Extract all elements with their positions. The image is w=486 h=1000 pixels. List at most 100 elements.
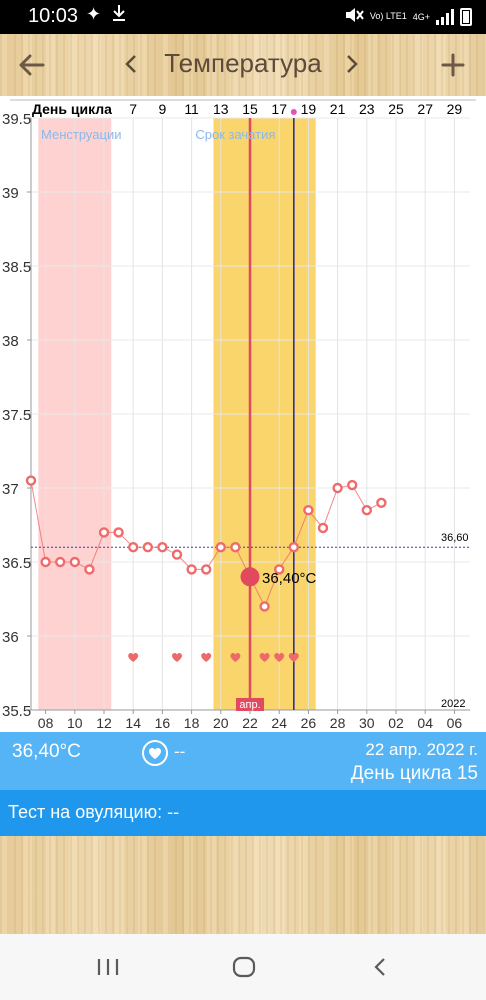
fertile-label: Срок зачатия bbox=[195, 127, 275, 142]
battery-icon bbox=[460, 7, 472, 26]
data-point[interactable] bbox=[317, 522, 329, 534]
y-tick-label: 37 bbox=[2, 481, 19, 498]
data-point[interactable] bbox=[230, 542, 241, 553]
cycle-day-label: 27 bbox=[417, 101, 433, 117]
data-point[interactable] bbox=[361, 505, 372, 516]
selected-temperature: 36,40°C bbox=[12, 741, 81, 762]
back-icon[interactable] bbox=[358, 950, 402, 984]
cycle-day-label: 21 bbox=[330, 101, 346, 117]
chevron-right-icon[interactable] bbox=[345, 48, 359, 81]
cycle-day-label: 25 bbox=[388, 101, 404, 117]
date-label: 20 bbox=[213, 715, 229, 731]
ovulation-marker bbox=[290, 109, 297, 115]
cycle-day-label: 9 bbox=[159, 101, 167, 117]
cycle-day-label: День цикла 15 bbox=[350, 763, 478, 784]
date-label: 28 bbox=[330, 715, 346, 731]
download-icon bbox=[112, 4, 126, 27]
coverline-label: 36,60 bbox=[441, 532, 469, 544]
date-label: 16 bbox=[155, 715, 171, 731]
y-tick-label: 36.5 bbox=[2, 555, 31, 572]
cycle-day-label: 11 bbox=[184, 101, 199, 117]
ovulation-test-label: Тест на овуляцию: -- bbox=[8, 802, 180, 822]
data-point[interactable] bbox=[347, 479, 358, 491]
y-tick-label: 37.5 bbox=[2, 407, 31, 424]
clock: 10:03 bbox=[28, 5, 79, 27]
date-label: 02 bbox=[388, 715, 404, 731]
heart-icon bbox=[274, 653, 285, 662]
system-nav-bar bbox=[0, 934, 486, 1000]
selected-data-point[interactable] bbox=[240, 567, 260, 587]
empty-area bbox=[0, 836, 486, 934]
data-point[interactable] bbox=[69, 556, 81, 568]
heart-icon[interactable] bbox=[142, 740, 168, 766]
top-bar: Температура bbox=[0, 34, 486, 96]
info-bar: 36,40°C -- 22 апр. 2022 г. День цикла 15 bbox=[0, 732, 486, 790]
date-label: 08 bbox=[38, 715, 54, 731]
chevron-left-icon[interactable] bbox=[124, 48, 138, 81]
home-icon[interactable] bbox=[222, 950, 266, 984]
data-point[interactable] bbox=[200, 564, 212, 575]
date-label: 22 bbox=[242, 715, 258, 731]
data-point[interactable] bbox=[25, 475, 37, 486]
heart-icon bbox=[201, 653, 212, 662]
sparkle-icon: ✦ bbox=[86, 4, 102, 24]
heart-icon bbox=[128, 653, 139, 662]
recent-apps-icon[interactable] bbox=[86, 950, 130, 984]
arrow-left-icon[interactable] bbox=[9, 42, 55, 88]
data-point[interactable] bbox=[40, 556, 51, 568]
data-point[interactable] bbox=[113, 527, 124, 538]
status-bar: 10:03 ✦ Vo) LTE1 4G+ bbox=[0, 0, 486, 34]
data-point[interactable] bbox=[215, 542, 227, 553]
cycle-day-label: 23 bbox=[359, 101, 375, 117]
date-label: 26 bbox=[301, 715, 317, 731]
date-label: 12 bbox=[96, 715, 112, 731]
y-tick-label: 39.5 bbox=[2, 111, 31, 128]
month-label: апр. bbox=[239, 699, 260, 711]
date-label: 24 bbox=[271, 715, 287, 731]
y-tick-label: 38.5 bbox=[2, 259, 31, 276]
network-label: Vo) LTE1 bbox=[369, 11, 407, 21]
selected-date: 22 апр. 2022 г. bbox=[365, 740, 478, 759]
y-tick-label: 36 bbox=[2, 629, 19, 646]
data-point[interactable] bbox=[142, 542, 154, 553]
data-point[interactable] bbox=[186, 564, 197, 575]
y-tick-label: 35.5 bbox=[2, 703, 31, 720]
date-label: 04 bbox=[417, 715, 433, 731]
heart-icon bbox=[230, 653, 241, 662]
temperature-chart[interactable]: 35.5 36 36.5 37 37.5 38 38.5 39 39.5 36,60 36,40°C… bbox=[0, 96, 486, 732]
data-point[interactable] bbox=[127, 542, 139, 553]
heart-icon bbox=[172, 653, 182, 662]
page-title: Температура bbox=[164, 48, 322, 78]
data-point[interactable] bbox=[259, 601, 270, 612]
data-point[interactable] bbox=[274, 564, 285, 575]
cycle-day-label: 17 bbox=[271, 101, 287, 117]
ovulation-test-row[interactable]: Тест на овуляцию: -- bbox=[0, 790, 486, 836]
y-tick-label: 38 bbox=[2, 333, 19, 350]
cycle-day-header: День цикла bbox=[32, 101, 112, 117]
data-point[interactable] bbox=[288, 542, 299, 553]
cycle-day-label: 19 bbox=[301, 101, 317, 117]
date-label: 14 bbox=[125, 715, 141, 731]
data-point[interactable] bbox=[98, 527, 110, 538]
date-label: 30 bbox=[359, 715, 375, 731]
data-point[interactable] bbox=[55, 556, 66, 568]
data-point[interactable] bbox=[157, 542, 168, 553]
signal-icon bbox=[436, 8, 454, 25]
plus-icon[interactable] bbox=[430, 42, 476, 88]
heart-icon bbox=[288, 653, 299, 662]
heart-value: -- bbox=[174, 742, 186, 761]
data-point[interactable] bbox=[84, 564, 95, 575]
cycle-day-label: 7 bbox=[129, 101, 137, 117]
y-tick-label: 39 bbox=[2, 185, 19, 202]
selected-value-label: 36,40°C bbox=[262, 570, 317, 587]
date-label: 18 bbox=[184, 715, 200, 731]
data-point[interactable] bbox=[332, 482, 343, 494]
data-point[interactable] bbox=[303, 505, 314, 516]
heart-icon bbox=[259, 653, 270, 662]
data-point[interactable] bbox=[376, 497, 387, 508]
mute-icon bbox=[344, 7, 364, 26]
cycle-day-label: 29 bbox=[447, 101, 463, 117]
data-point[interactable] bbox=[171, 549, 183, 560]
menstruation-label: Менструации bbox=[41, 127, 121, 142]
date-label: 06 bbox=[447, 715, 463, 731]
